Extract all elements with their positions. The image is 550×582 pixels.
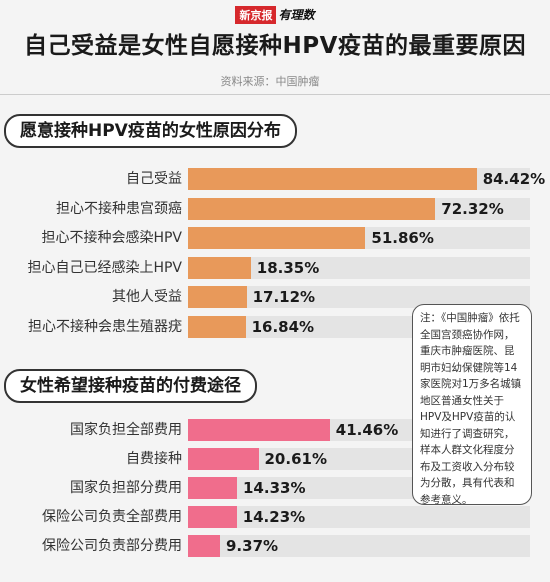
bar-track: 72.32% (188, 197, 530, 220)
bar-track: 9.37% (188, 535, 530, 557)
value-label: 9.37% (226, 537, 279, 555)
logo-sub: 有理数 (278, 8, 315, 22)
logo: 新京报 有理数 (0, 4, 550, 24)
bar (188, 535, 220, 557)
bar-track: 51.86% (188, 227, 530, 249)
category-label: 担心不接种患宫颈癌 (56, 200, 182, 217)
page-title: 自己受益是女性自愿接种HPV疫苗的最重要原因 (24, 33, 526, 59)
bar (188, 477, 237, 499)
value-label: 18.35% (256, 258, 320, 277)
chart1-title: 愿意接种HPV疫苗的女性原因分布 (4, 114, 297, 148)
category-label: 保险公司负责部分费用 (42, 538, 182, 554)
value-label: 16.84% (251, 317, 315, 336)
bar-row: 担心不接种会感染HPV 51.86% (0, 225, 550, 251)
category-label: 自费接种 (126, 451, 182, 467)
bar-track: 18.35% (188, 256, 530, 279)
bar-row: 担心自己已经感染上HPV 18.35% (0, 255, 550, 281)
bar-track: 17.12% (188, 286, 530, 308)
bar-track: 14.23% (188, 506, 530, 528)
note-box: 注：《中国肿瘤》依托全国宫颈癌协作网，重庆市肿瘤医院、昆明市妇幼保健院等14家医… (412, 304, 532, 505)
value-label: 51.86% (371, 229, 434, 247)
bar-row: 其他人受益 17.12% (0, 284, 550, 310)
bar (188, 197, 436, 220)
value-label: 72.32% (441, 199, 504, 218)
source-note: 资料来源：中国肿瘤 (220, 75, 320, 88)
category-label: 担心自己已经感染上HPV (27, 259, 182, 276)
bar-row: 自己受益 84.42% (0, 166, 550, 192)
category-label: 保险公司负责全部费用 (42, 509, 182, 525)
value-label: 14.23% (242, 508, 306, 526)
value-label: 41.46% (335, 421, 399, 439)
bar (188, 286, 247, 308)
bar (188, 315, 246, 338)
bar-track: 84.42% (188, 168, 545, 190)
category-label: 担心不接种会感染HPV (41, 230, 182, 246)
value-label: 17.12% (252, 288, 316, 306)
category-label: 国家负担部分费用 (70, 480, 182, 496)
category-label: 担心不接种会患生殖器疣 (28, 318, 182, 335)
value-label: 20.61% (264, 450, 327, 468)
logo-brand: 新京报 (235, 5, 277, 24)
bar (188, 506, 237, 528)
bar-row: 保险公司负责全部费用 14.23% (0, 504, 550, 530)
category-label: 国家负担全部费用 (70, 422, 182, 438)
bar (188, 448, 259, 470)
category-label: 自己受益 (126, 171, 182, 187)
value-label: 84.42% (482, 170, 546, 188)
value-label: 14.33% (243, 479, 306, 497)
bar-row: 担心不接种患宫颈癌 72.32% (0, 196, 550, 222)
bar (188, 419, 330, 441)
bar (188, 256, 251, 279)
divider (0, 94, 550, 95)
bar-row: 保险公司负责部分费用 9.37% (0, 533, 550, 559)
chart2-title: 女性希望接种疫苗的付费途径 (4, 369, 257, 403)
bar (188, 168, 477, 190)
bar (188, 227, 366, 249)
category-label: 其他人受益 (112, 289, 182, 305)
